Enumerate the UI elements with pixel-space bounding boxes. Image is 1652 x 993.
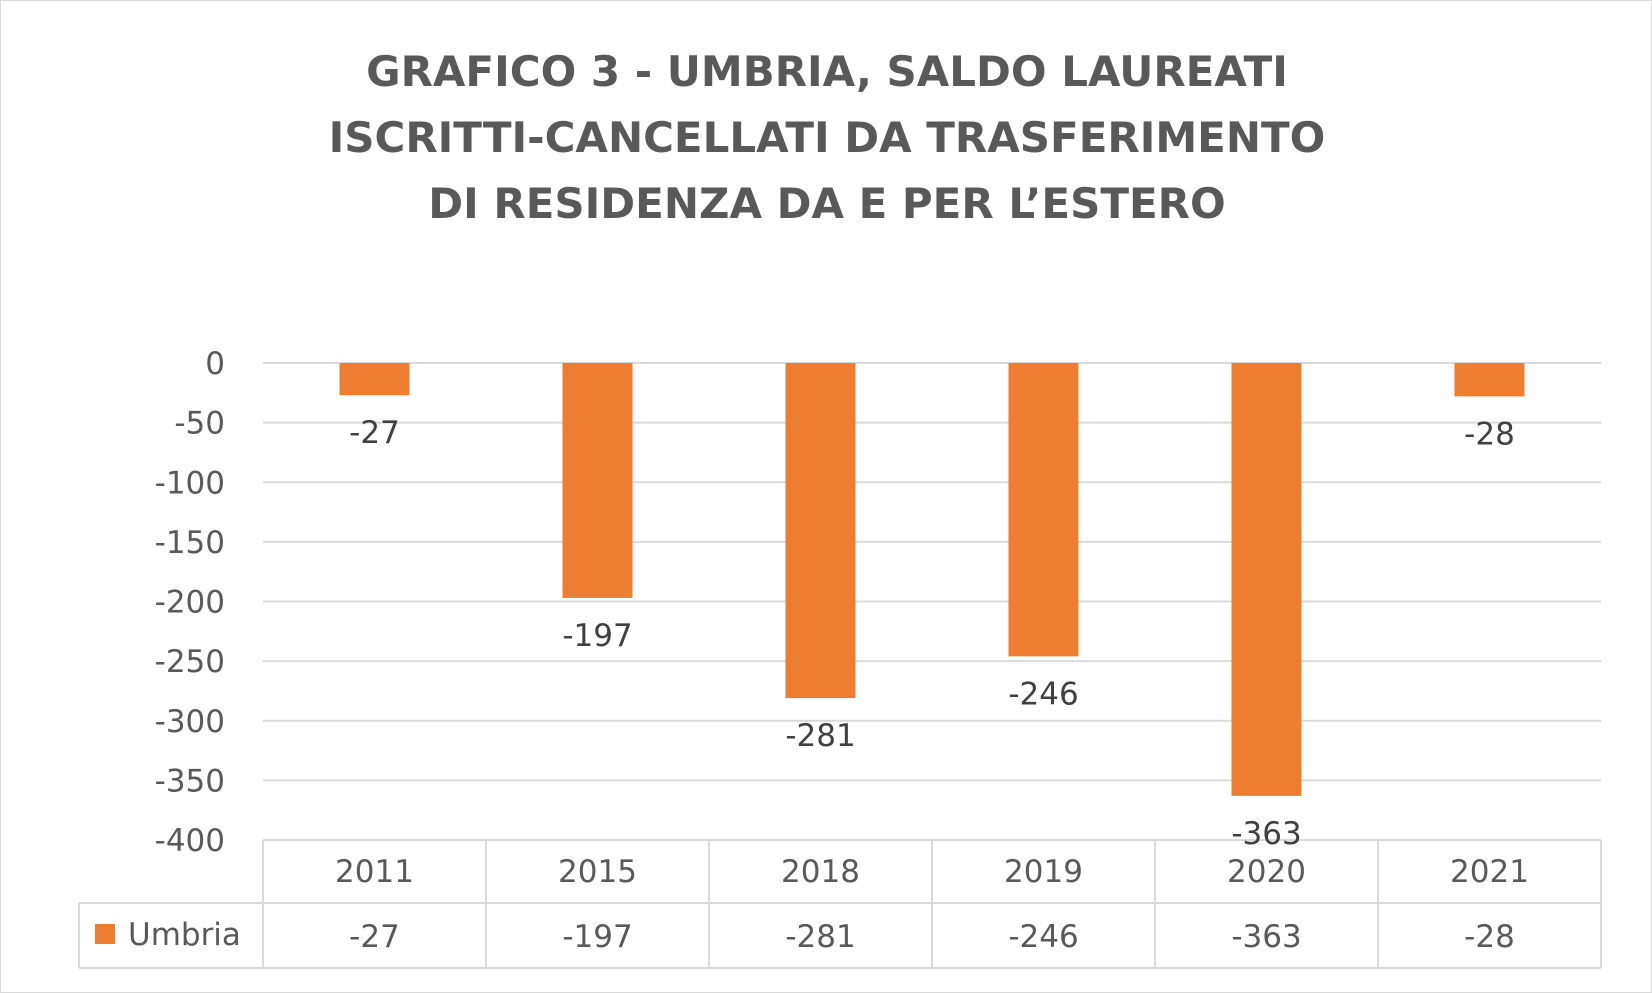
y-tick-label: 0: [205, 346, 225, 382]
bar: [562, 363, 633, 598]
legend-label: Umbria: [128, 917, 241, 953]
x-tick-label: 2018: [781, 854, 860, 890]
data-label: -363: [1231, 816, 1301, 852]
table-value: -28: [1464, 919, 1515, 955]
data-label: -246: [1008, 676, 1078, 712]
table-value: -27: [349, 919, 400, 955]
chart-title-line-3: DI RESIDENZA DA E PER L’ESTERO: [428, 179, 1226, 228]
data-label: -27: [349, 415, 400, 451]
chart-title-line-2: ISCRITTI-CANCELLATI DA TRASFERIMENTO: [328, 113, 1326, 162]
y-tick-label: -300: [155, 704, 225, 740]
table-value: -281: [785, 919, 855, 955]
x-tick-label: 2020: [1227, 854, 1306, 890]
bar: [1008, 363, 1079, 657]
y-tick-label: -350: [155, 763, 225, 799]
table-value: -363: [1231, 919, 1301, 955]
x-tick-label: 2021: [1450, 854, 1529, 890]
y-tick-label: -100: [155, 465, 225, 501]
data-label: -197: [562, 618, 632, 654]
x-tick-label: 2015: [558, 854, 637, 890]
legend-swatch: [95, 924, 115, 944]
table-value: -197: [562, 919, 632, 955]
y-tick-label: -400: [155, 823, 225, 859]
y-tick-label: -200: [155, 585, 225, 621]
x-tick-label: 2011: [335, 854, 414, 890]
table-value: -246: [1008, 919, 1078, 955]
chart-title-line-1: GRAFICO 3 - UMBRIA, SALDO LAUREATI: [366, 47, 1288, 96]
bar: [1231, 363, 1302, 796]
chart-title: GRAFICO 3 - UMBRIA, SALDO LAUREATI ISCRI…: [1, 39, 1652, 237]
bar: [1454, 363, 1525, 397]
x-tick-label: 2019: [1004, 854, 1083, 890]
y-tick-label: -50: [174, 406, 225, 442]
data-label: -281: [785, 718, 855, 754]
y-tick-label: -150: [155, 525, 225, 561]
data-label: -28: [1464, 416, 1515, 452]
bar: [339, 363, 410, 396]
y-tick-label: -250: [155, 644, 225, 680]
bar: [785, 363, 856, 699]
